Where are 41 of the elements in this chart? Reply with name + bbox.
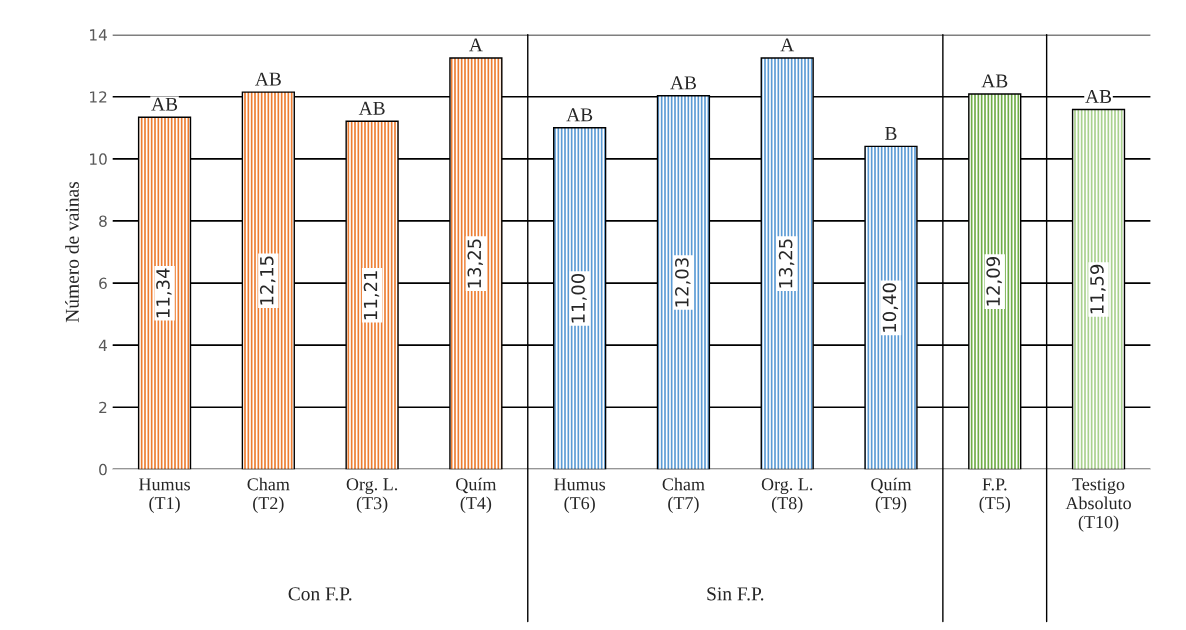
data-label: 12,15 (259, 256, 276, 305)
x-tick-label: Org. L. (T3) (346, 478, 398, 513)
x-tick-label: Quím (T9) (871, 477, 912, 513)
annotation: AB (1085, 90, 1112, 103)
y-axis-title: Número de vainas (65, 181, 79, 323)
annotation: AB (358, 101, 385, 115)
x-tick-label: Humus (T6) (554, 478, 606, 513)
text: Con F.P. (288, 587, 352, 601)
annotation: AB (566, 108, 593, 122)
annotation: AB (151, 97, 178, 111)
data-label: 12,03 (675, 258, 691, 307)
data-label: 11,34 (156, 268, 172, 318)
data-label: 13,25 (778, 239, 795, 288)
y-tick-label: 4 (98, 339, 107, 351)
annotation: A (780, 38, 795, 52)
annotation: AB (255, 72, 281, 86)
x-tick-label: Quím (T4) (456, 477, 497, 513)
text: Sin F.P. (707, 587, 764, 601)
annotation: AB (981, 74, 1008, 88)
data-label: 12,09 (986, 257, 1002, 306)
y-tick-label: 14 (90, 29, 107, 41)
y-tick-label: 0 (99, 463, 107, 476)
x-tick-label: Cham (T7) (662, 477, 705, 513)
y-tick-label: 12 (90, 91, 107, 103)
data-label: 11,21 (363, 271, 380, 320)
y-tick-label: 6 (99, 277, 107, 290)
x-tick-label: Testigo Absoluto (T10) (1065, 478, 1131, 532)
x-tick-label: Cham (T2) (247, 477, 290, 513)
y-tick-label: 2 (99, 401, 107, 414)
x-tick-label: Org. L. (T8) (761, 478, 813, 513)
data-label: 10,40 (882, 283, 899, 332)
x-tick-label: Humus (T1) (138, 478, 190, 513)
annotation: B (885, 127, 897, 140)
x-tick-label: F.P. (T5) (979, 478, 1011, 513)
data-label: 11,59 (1090, 264, 1106, 314)
y-tick-label: 10 (90, 153, 107, 165)
data-label: 11,00 (571, 273, 587, 323)
annotation: A (469, 38, 483, 52)
data-label: 13,25 (467, 239, 483, 288)
annotation: AB (670, 76, 696, 90)
y-tick-label: 8 (99, 215, 107, 227)
